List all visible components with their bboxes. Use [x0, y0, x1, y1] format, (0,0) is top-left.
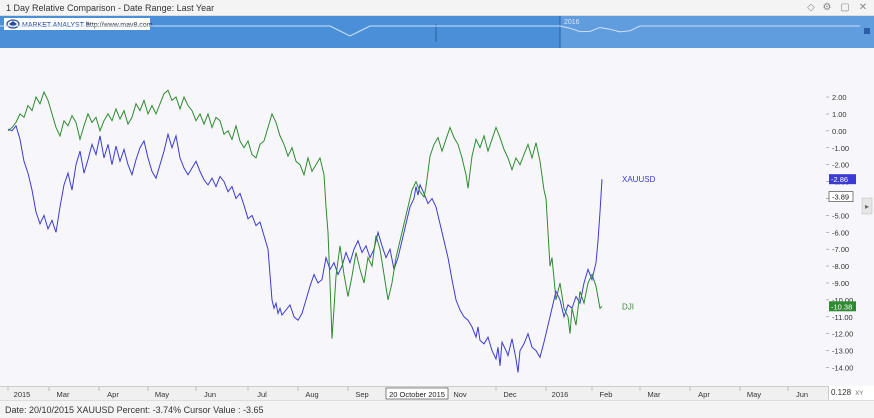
series-label-dji: DJI [622, 302, 634, 311]
navigator-end-handle[interactable] [864, 28, 870, 34]
y-tick-label: -7.00 [832, 245, 849, 254]
window-title: 1 Day Relative Comparison - Date Range: … [6, 3, 215, 13]
y-tick-label: -9.00 [832, 279, 849, 288]
series-line-dji[interactable] [7, 89, 603, 339]
x-tick-label: Dec [503, 390, 517, 399]
window-titlebar: 1 Day Relative Comparison - Date Range: … [0, 0, 874, 16]
zoom-value: 0.128 [831, 388, 852, 397]
value-badge-text: -2.86 [831, 175, 848, 184]
cursor-date-label: 20 October 2015 [389, 390, 445, 399]
range-navigator[interactable]: MARKET ANALYST 8 http://www.mav8.com 201… [0, 16, 874, 48]
relative-comparison-chart[interactable]: 2.001.000.00-1.00-2.00-3.00-4.00-5.00-6.… [0, 48, 874, 386]
navigator-selection[interactable] [560, 16, 874, 48]
y-tick-label: 1.00 [832, 110, 847, 119]
scale-scroll-button[interactable] [861, 197, 873, 215]
y-tick-label: -13.00 [832, 347, 853, 356]
y-tick-label: -14.00 [832, 363, 853, 372]
x-tick-label: Nov [453, 390, 467, 399]
zoom-readout[interactable]: 0.128 XY [828, 386, 874, 400]
navigator-year-label: 2016 [564, 19, 580, 26]
value-badge-xauusd [829, 174, 856, 185]
value-badge-text: -10.38 [831, 302, 852, 311]
x-tick-label: May [747, 390, 761, 399]
y-tick-label: 0.00 [832, 127, 847, 136]
brand-box [4, 18, 150, 30]
zoom-suffix: XY [855, 391, 864, 397]
status-bar: Date: 20/10/2015 XAUUSD Percent: -3.74% … [0, 400, 874, 418]
diamond-icon[interactable]: ◇ [807, 2, 815, 13]
series-label-xauusd: XAUUSD [622, 175, 656, 184]
y-tick-label: -2.00 [832, 161, 849, 170]
x-tick-label: Jul [257, 390, 267, 399]
time-axis[interactable]: 2015 Mar Apr May Jun Jul Aug Sep Nov Dec 2016 Feb Ma… [0, 386, 874, 400]
y-tick-label: -8.00 [832, 262, 849, 271]
x-tick-label: Aug [305, 390, 318, 399]
cursor-value-badge [828, 191, 854, 202]
restore-icon[interactable]: ▢ [840, 2, 850, 13]
y-tick-label: -1.00 [832, 144, 849, 153]
y-tick-label: -6.00 [832, 228, 849, 237]
x-tick-label: Apr [107, 390, 119, 399]
y-tick-label: -5.00 [832, 211, 849, 220]
navigator-overview-line [0, 25, 860, 37]
y-tick-label: -10.00 [832, 296, 853, 305]
x-tick-label: Apr [698, 390, 710, 399]
x-tick-label: Mar [57, 390, 70, 399]
x-tick-label: Jun [204, 390, 216, 399]
scale-scroll-icon: ▸ [865, 202, 869, 211]
value-badge-dji [829, 301, 856, 312]
x-tick-label: Feb [600, 390, 613, 399]
y-tick-label: 2.00 [832, 93, 847, 102]
gear-icon[interactable]: ⚙ [822, 2, 832, 13]
y-tick-label: -11.00 [832, 313, 853, 322]
y-tick-label: -12.00 [832, 330, 853, 339]
x-tick-label: 2015 [14, 390, 31, 399]
status-text: Date: 20/10/2015 XAUUSD Percent: -3.74% … [5, 405, 264, 415]
x-tick-label: 2016 [552, 390, 569, 399]
x-tick-label: May [155, 390, 169, 399]
x-tick-label: Sep [355, 390, 368, 399]
cursor-date-box [385, 387, 449, 400]
x-tick-label: Mar [648, 390, 661, 399]
close-icon[interactable]: ✕ [858, 2, 868, 13]
series-line-xauusd[interactable] [7, 124, 603, 373]
chart-panel[interactable]: 2.001.000.00-1.00-2.00-3.00-4.00-5.00-6.… [0, 48, 874, 386]
x-tick-label: Jun [796, 390, 808, 399]
cursor-value-text: -3.89 [832, 193, 849, 202]
